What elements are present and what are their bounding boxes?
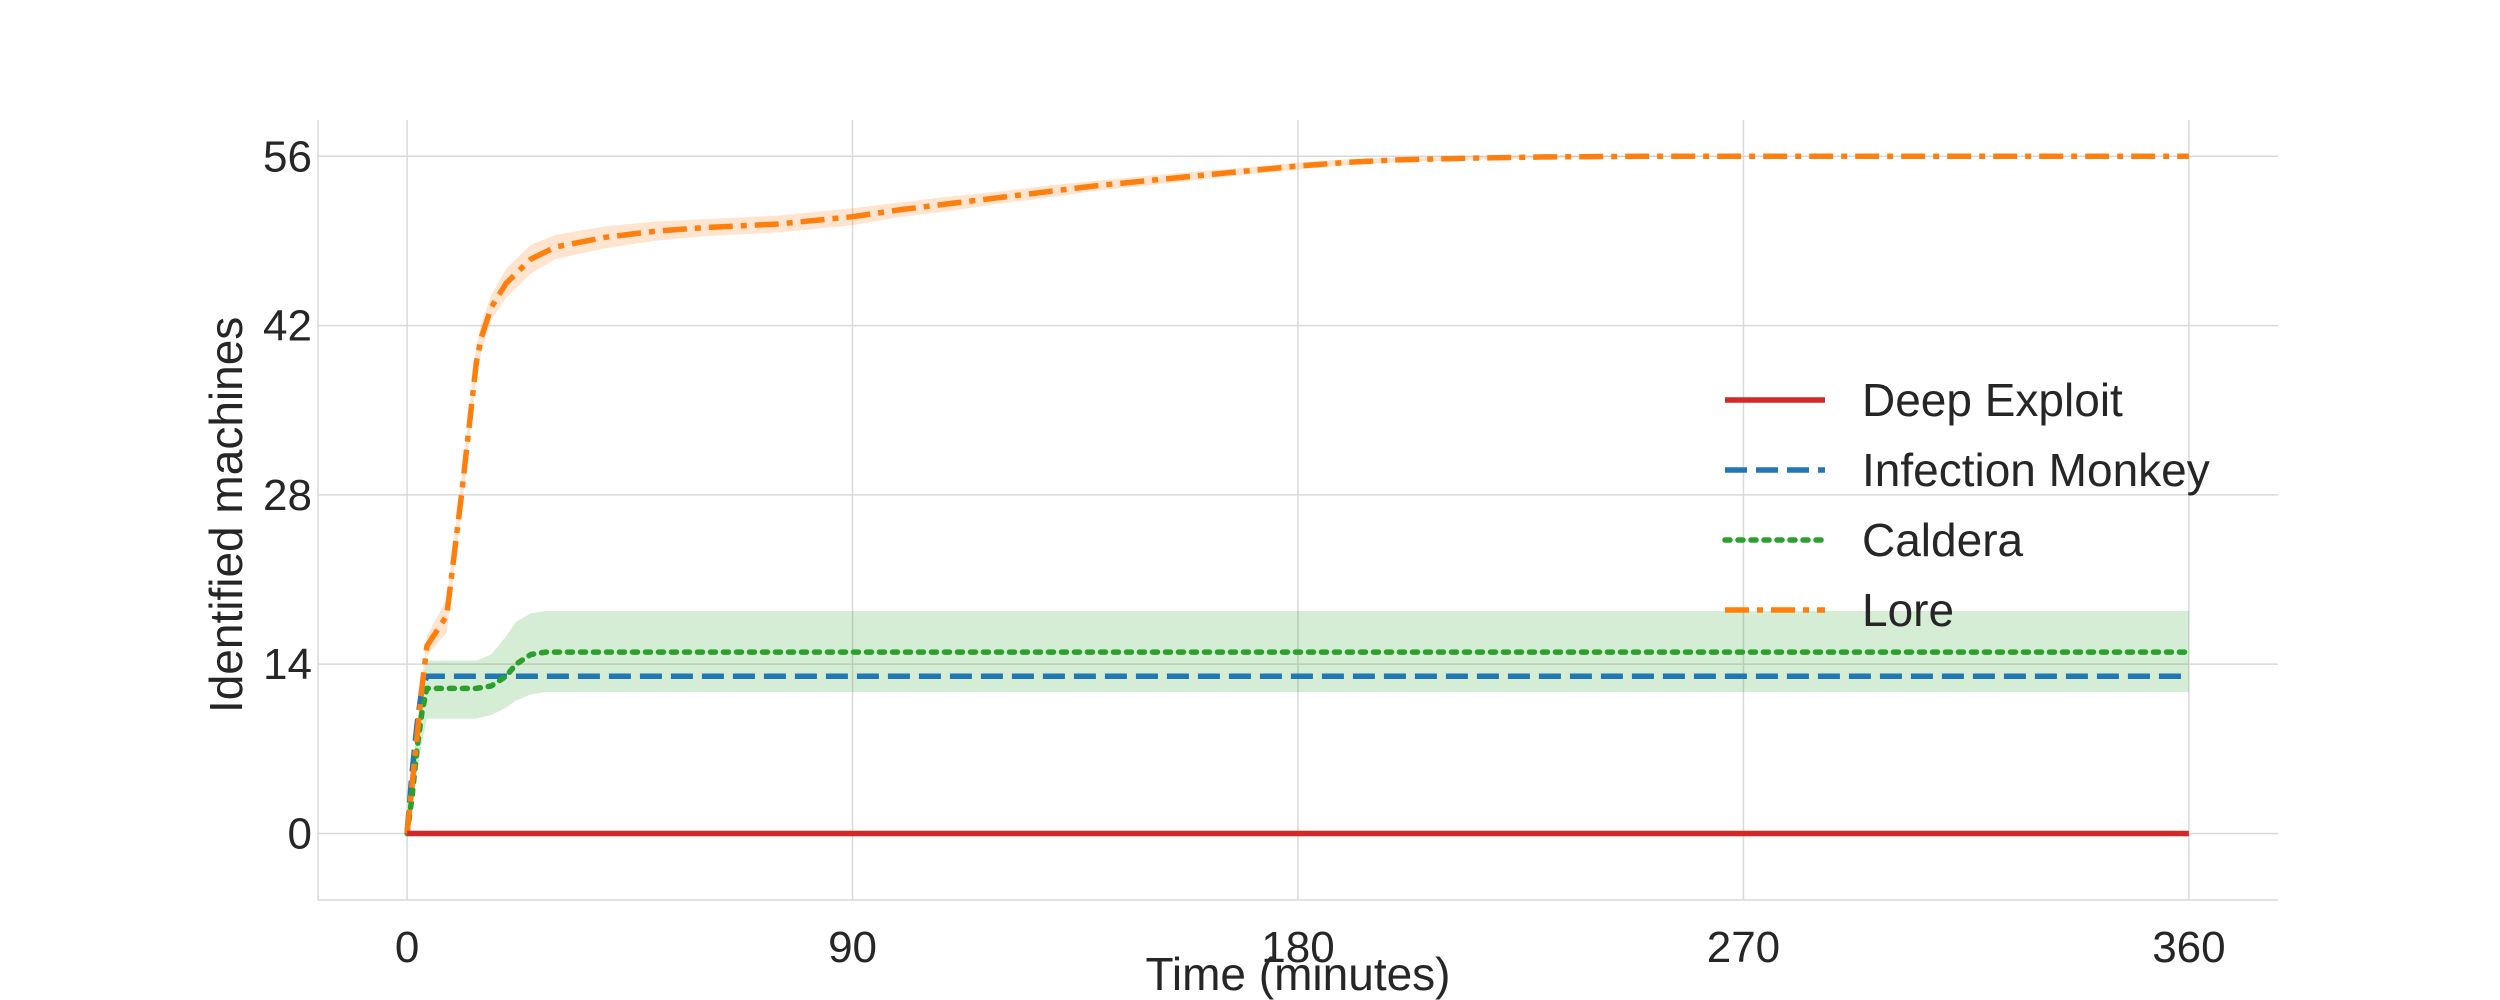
x-tick-label: 360: [2152, 923, 2225, 972]
series-lines: [404, 153, 2192, 837]
y-tick-label: 42: [263, 302, 312, 351]
x-tick-label: 270: [1707, 923, 1780, 972]
y-tick-label: 14: [263, 640, 312, 689]
x-tick-label: 0: [395, 923, 419, 972]
confidence-bands: [407, 155, 2189, 834]
legend-label: Deep Exploit: [1862, 374, 2123, 426]
legend-label: Infection Monkey: [1862, 444, 2210, 496]
y-tick-label: 28: [263, 471, 312, 520]
y-axis-label: Identified machines: [200, 317, 252, 713]
legend: Deep Exploit Infection Monkey Caldera Lore: [1722, 374, 2210, 636]
axes-frame: [317, 120, 2278, 901]
x-tick-label: 90: [828, 923, 877, 972]
series-line-lore: [404, 153, 2189, 834]
legend-label: Lore: [1862, 584, 1954, 636]
y-tick-label: 56: [263, 132, 312, 181]
series-line-caldera: [404, 649, 2192, 837]
x-axis-label: Time (minutes): [1146, 948, 1451, 1000]
y-tick-label: 0: [288, 809, 312, 858]
legend-label: Caldera: [1862, 514, 2024, 566]
band-caldera: [407, 611, 2189, 834]
x-tick-label: 180: [1261, 923, 1334, 972]
tick-labels: 0 90 180 270 360 0 14 28 42 56: [263, 132, 2226, 972]
